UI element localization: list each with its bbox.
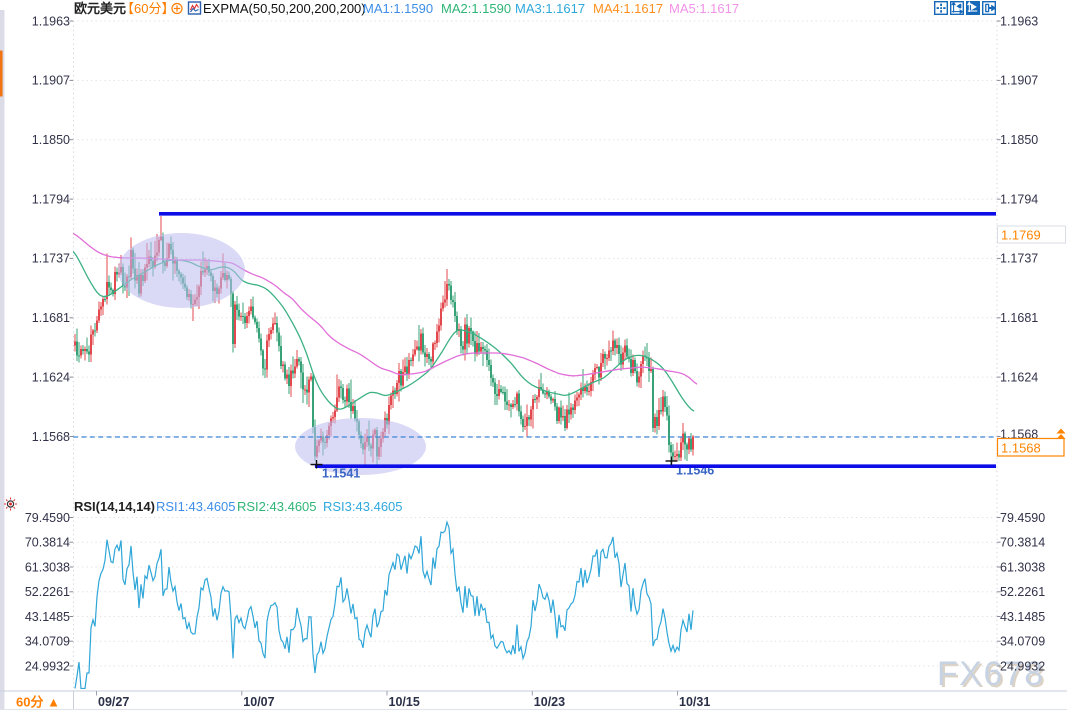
svg-text:1.1963: 1.1963 [32,14,70,28]
svg-text:43.1485: 43.1485 [1000,610,1045,624]
svg-text:1.1737: 1.1737 [1000,252,1038,266]
svg-text:1.1963: 1.1963 [1000,14,1038,28]
svg-text:1.1681: 1.1681 [1000,311,1038,325]
svg-text:RSI2:43.4605: RSI2:43.4605 [237,499,317,514]
svg-text:MA3:1.1617: MA3:1.1617 [515,1,585,16]
svg-text:1.1769: 1.1769 [1001,228,1041,243]
svg-text:FX678: FX678 [939,657,1047,695]
svg-text:1.1794: 1.1794 [32,192,70,206]
svg-text:欧元美元: 欧元美元 [74,1,126,16]
svg-text:34.0709: 34.0709 [25,635,70,649]
svg-text:1.1794: 1.1794 [1000,192,1038,206]
svg-text:RSI(14,14,14): RSI(14,14,14) [74,499,155,514]
svg-text:79.4590: 79.4590 [25,511,70,525]
svg-text:09/27: 09/27 [98,695,129,709]
svg-text:34.0709: 34.0709 [1000,635,1045,649]
svg-text:MA4:1.1617: MA4:1.1617 [593,1,663,16]
svg-text:1.1850: 1.1850 [32,133,70,147]
svg-text:【60分】: 【60分】 [121,1,174,16]
svg-text:70.3814: 70.3814 [1000,536,1045,550]
svg-text:EXPMA(50,50,200,200,200): EXPMA(50,50,200,200,200) [203,1,366,16]
svg-text:1.1681: 1.1681 [32,311,70,325]
svg-text:60分 ▲: 60分 ▲ [16,695,60,710]
svg-text:FX678: FX678 [937,655,1045,693]
svg-text:MA1:1.1590: MA1:1.1590 [363,1,433,16]
svg-text:RSI3:43.4605: RSI3:43.4605 [323,499,403,514]
svg-text:MA5:1.1617: MA5:1.1617 [669,1,739,16]
svg-text:24.9932: 24.9932 [1000,659,1045,673]
svg-text:52.2261: 52.2261 [25,585,70,599]
svg-text:10/23: 10/23 [534,695,565,709]
svg-text:RSI1:43.4605: RSI1:43.4605 [156,499,236,514]
svg-text:1.1624: 1.1624 [32,370,70,384]
svg-text:1.1624: 1.1624 [1000,370,1038,384]
svg-text:1.1568: 1.1568 [1001,441,1041,456]
svg-text:43.1485: 43.1485 [25,610,70,624]
svg-text:10/07: 10/07 [243,695,274,709]
svg-text:1.1850: 1.1850 [1000,133,1038,147]
svg-text:52.2261: 52.2261 [1000,585,1045,599]
svg-text:1.1907: 1.1907 [32,74,70,88]
svg-text:61.3038: 61.3038 [25,560,70,574]
svg-text:1.1907: 1.1907 [1000,74,1038,88]
svg-text:61.3038: 61.3038 [1000,560,1045,574]
svg-text:1.1737: 1.1737 [32,252,70,266]
svg-text:MA2:1.1590: MA2:1.1590 [441,1,511,16]
svg-text:1.1541: 1.1541 [322,467,360,481]
svg-text:79.4590: 79.4590 [1000,511,1045,525]
svg-text:1.1568: 1.1568 [32,430,70,444]
svg-text:70.3814: 70.3814 [25,536,70,550]
svg-text:24.9932: 24.9932 [25,659,70,673]
svg-text:10/15: 10/15 [389,695,420,709]
svg-text:10/31: 10/31 [679,695,710,709]
